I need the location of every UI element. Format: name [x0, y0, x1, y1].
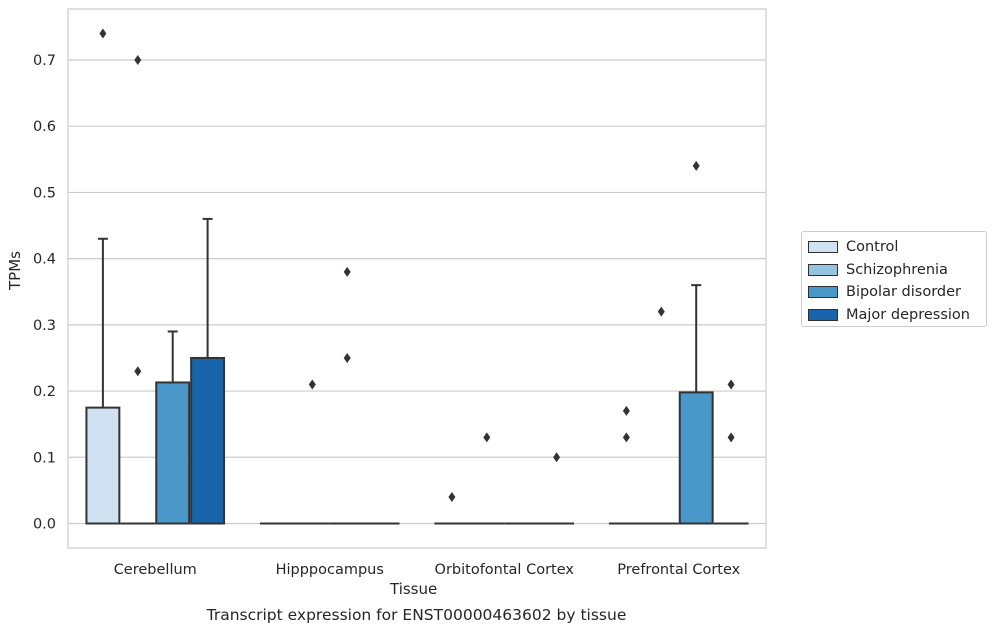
- y-tick-label: 0.6: [33, 119, 56, 135]
- x-tick-label: Orbitofontal Cortex: [435, 562, 575, 578]
- outlier-point: [553, 452, 561, 463]
- legend-item-bipolar-disorder: Bipolar disorder: [808, 281, 986, 304]
- outlier-point: [692, 160, 700, 171]
- outlier-point: [727, 432, 735, 443]
- legend-label: Bipolar disorder: [846, 284, 961, 301]
- outlier-point: [343, 266, 351, 277]
- chart-caption: Transcript expression for ENST0000046360…: [206, 606, 627, 624]
- legend-swatch: [808, 241, 838, 254]
- legend: Control Schizophrenia Bipolar disorder M…: [801, 231, 987, 327]
- box: [678, 391, 714, 525]
- legend-swatch: [808, 286, 838, 299]
- box: [190, 356, 226, 525]
- legend-label: Control: [846, 239, 899, 256]
- outlier-point: [134, 366, 142, 377]
- legend-item-schizophrenia: Schizophrenia: [808, 259, 986, 282]
- y-tick-label: 0.2: [33, 384, 56, 400]
- y-tick-label: 0.0: [33, 517, 56, 533]
- y-axis-label: TPMs: [6, 251, 24, 290]
- boxes: [85, 217, 749, 525]
- y-tick-label: 0.7: [33, 53, 56, 69]
- outlier-point: [483, 432, 491, 443]
- x-axis-label: Tissue: [390, 580, 438, 598]
- outlier-point: [134, 54, 142, 65]
- y-tick-label: 0.4: [33, 252, 56, 268]
- y-tick-label: 0.5: [33, 185, 56, 201]
- outlier-point: [622, 405, 630, 416]
- y-tick-label: 0.3: [33, 318, 56, 334]
- plot-area-frame: [67, 8, 767, 549]
- legend-item-control: Control: [808, 236, 986, 259]
- x-tick-label: Cerebellum: [114, 562, 197, 578]
- x-tick-label: Hipppocampus: [276, 562, 384, 578]
- x-axis-ticks: Cerebellum Hipppocampus Orbitofontal Corte…: [114, 562, 741, 578]
- outlier-point: [99, 28, 107, 39]
- y-axis-ticks: 0.0 0.1 0.2 0.3 0.4 0.5 0.6 0.7: [33, 53, 56, 533]
- outlier-point: [308, 379, 316, 390]
- outlier-point: [343, 352, 351, 363]
- legend-swatch: [808, 308, 838, 321]
- legend-swatch: [808, 263, 838, 276]
- legend-label: Major depression: [846, 306, 970, 323]
- legend-item-major-depression: Major depression: [808, 304, 986, 327]
- outlier-point: [657, 306, 665, 317]
- y-tick-label: 0.1: [33, 450, 56, 466]
- outlier-point: [727, 379, 735, 390]
- outliers: [99, 28, 735, 503]
- outlier-point: [622, 432, 630, 443]
- legend-label: Schizophrenia: [846, 261, 948, 278]
- x-tick-label: Prefrontal Cortex: [617, 562, 740, 578]
- outlier-point: [448, 492, 456, 503]
- box: [85, 406, 121, 525]
- box: [155, 381, 191, 525]
